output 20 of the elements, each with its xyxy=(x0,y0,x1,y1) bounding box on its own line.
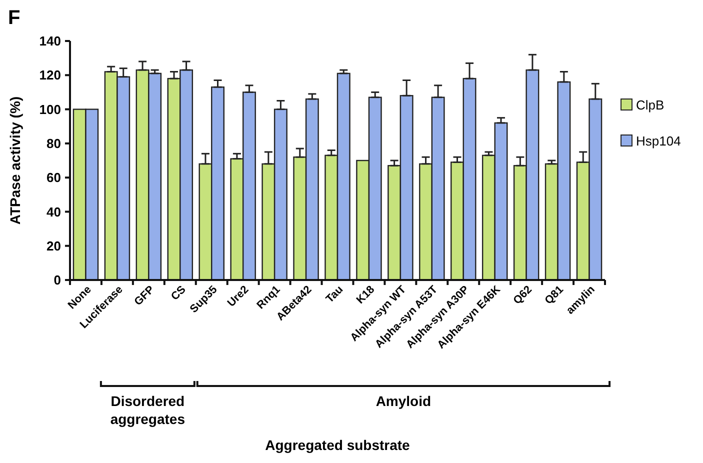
text: F xyxy=(8,7,20,29)
x-tick-label: GFP xyxy=(132,284,157,308)
y-tick-label: 140 xyxy=(39,34,61,49)
y-tick-label: 0 xyxy=(54,272,61,288)
legend-label: ClpB xyxy=(636,98,664,113)
y-tick-label: 40 xyxy=(46,204,61,220)
x-tick-label: Q62 xyxy=(511,284,534,307)
y-tick-label: 80 xyxy=(46,136,61,151)
x-tick-label: Q81 xyxy=(542,284,566,307)
y-tick-label: 120 xyxy=(39,68,61,83)
text: Amyloid xyxy=(376,393,432,409)
y-tick-label: 60 xyxy=(46,170,61,186)
text: Aggregated substrate xyxy=(265,437,410,453)
x-tick-label: CS xyxy=(168,284,188,303)
text: Disordered aggregates xyxy=(110,393,186,427)
legend-label: Hsp104 xyxy=(636,134,681,149)
y-axis-title: ATPase activity (%) xyxy=(7,96,23,225)
y-tick-label: 20 xyxy=(46,238,61,254)
x-tick-label: Tau xyxy=(324,284,346,306)
y-tick-label: 100 xyxy=(39,102,61,117)
